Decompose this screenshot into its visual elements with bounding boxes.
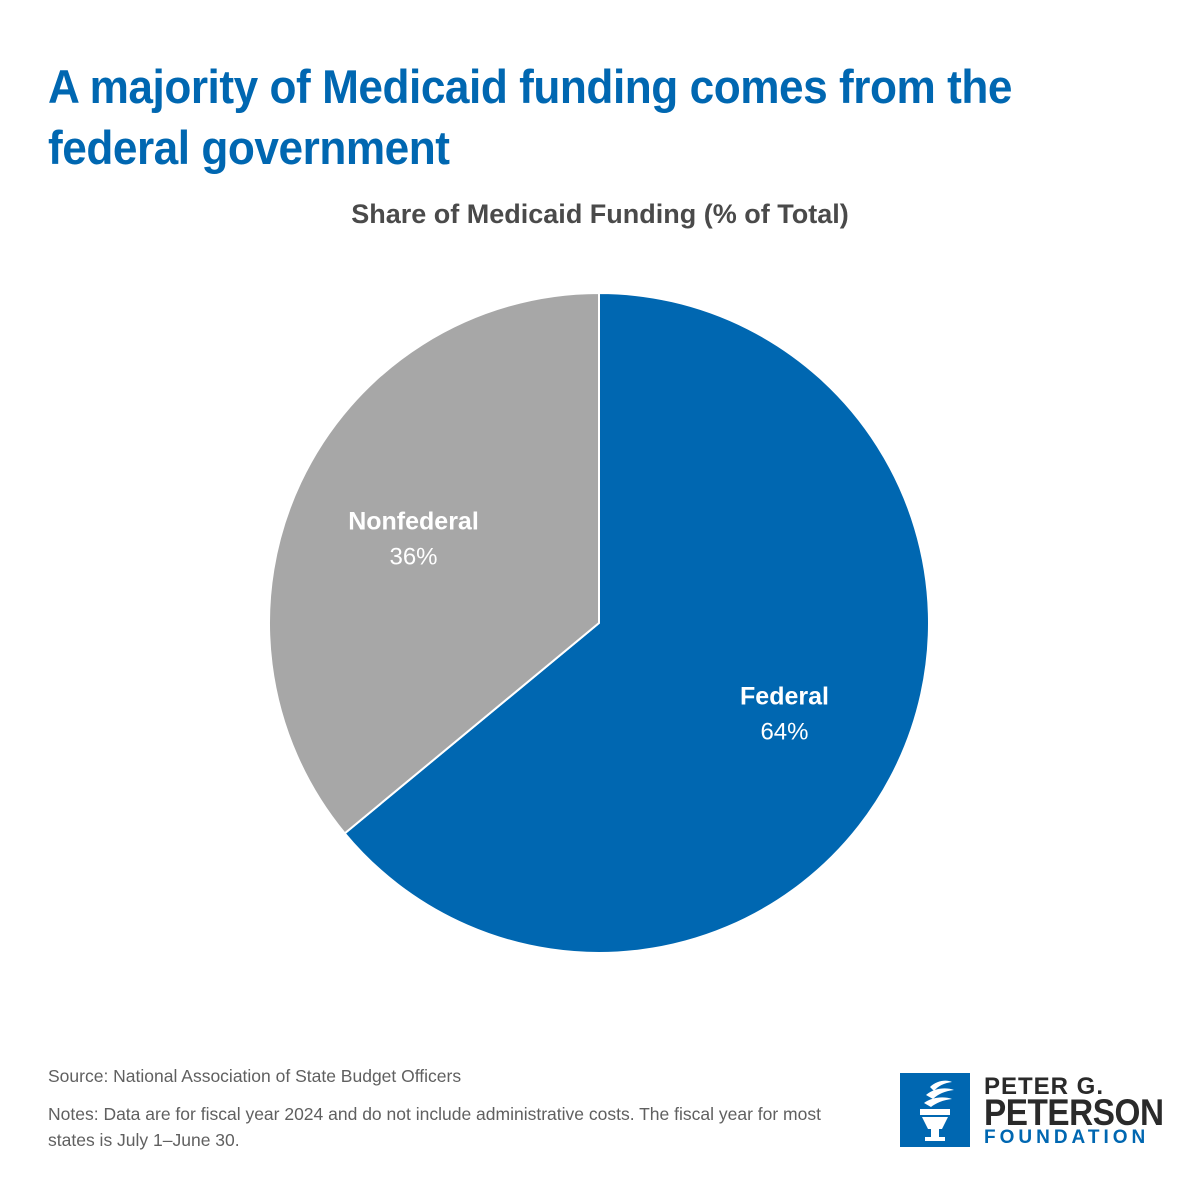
pie-slice-federal [343, 292, 930, 954]
chart-title: Share of Medicaid Funding (% of Total) [351, 199, 849, 229]
logo-line-3: FOUNDATION [984, 1127, 1150, 1148]
slice-label-nonfederal: Nonfederal [348, 508, 479, 536]
slice-value-nonfederal: 36% [389, 544, 437, 571]
notes-text: Notes: Data are for fiscal year 2024 and… [48, 1104, 821, 1150]
page-headline: A majority of Medicaid funding comes fro… [48, 60, 1012, 174]
source-note: Source: National Association of State Bu… [48, 1066, 462, 1086]
logo-line-2: PETERSON [984, 1092, 1164, 1133]
logo-line-1: PETER G. [984, 1073, 1105, 1100]
slice-value-federal: 64% [760, 718, 808, 745]
torch-icon [900, 1073, 970, 1147]
pie-slice-nonfederal [268, 292, 600, 835]
slice-label-federal: Federal [740, 682, 829, 710]
peterson-foundation-logo: PETER G. PETERSON FOUNDATION [900, 1073, 1164, 1149]
